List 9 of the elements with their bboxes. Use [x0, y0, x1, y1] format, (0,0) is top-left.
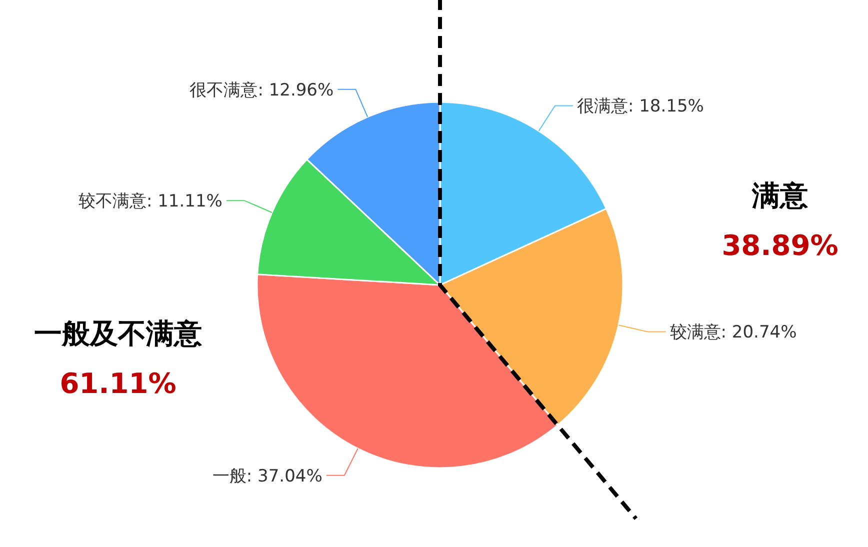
slice-label: 较满意: 20.74% — [670, 322, 797, 343]
slice-label: 一般: 37.04% — [212, 466, 322, 486]
text: 38.89% — [722, 229, 838, 262]
slice-label: 较不满意: 11.11% — [78, 192, 222, 212]
text: 满意 — [751, 179, 809, 212]
text: 61.11% — [60, 367, 176, 400]
text: 一般及不满意 — [34, 317, 203, 350]
slice-label: 很满意: 18.15% — [576, 96, 704, 117]
slice-label: 很不满意: 12.96% — [190, 80, 334, 100]
